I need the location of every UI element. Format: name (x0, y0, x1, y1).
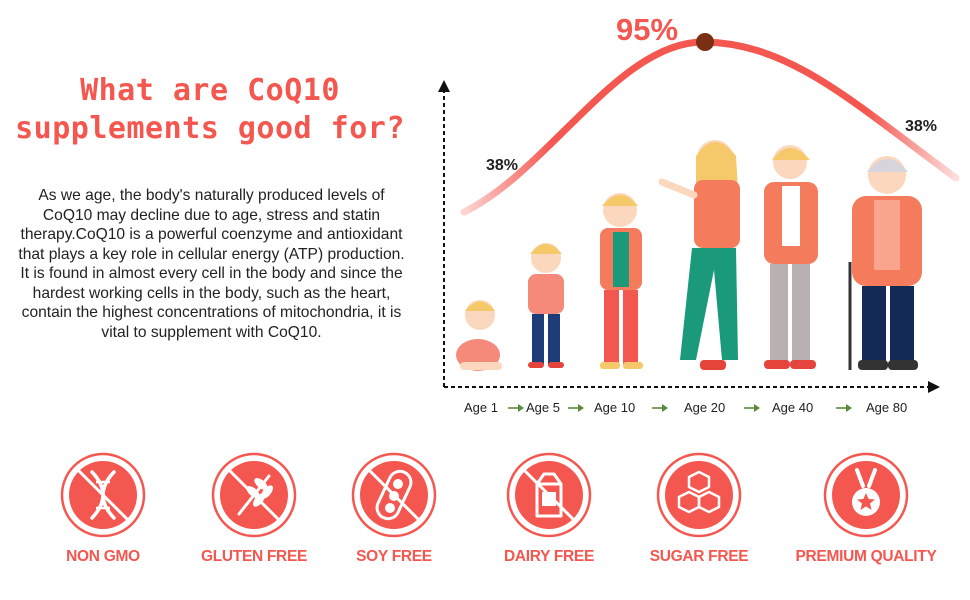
sugar-cubes-icon (656, 452, 742, 538)
badge-label: NON GMO (66, 548, 140, 565)
wheat-icon (211, 452, 297, 538)
x-label-arrows (508, 404, 852, 412)
badge-label: SOY FREE (356, 548, 432, 565)
badge-premium-quality: PREMIUM QUALITY (786, 450, 946, 566)
dna-icon (60, 452, 146, 538)
badge-soy-free: SOY FREE (314, 450, 474, 566)
badge-label: PREMIUM QUALITY (795, 548, 937, 565)
milk-carton-icon (506, 452, 592, 538)
soybean-icon (351, 452, 437, 538)
x-label-age-10: Age 10 (594, 400, 635, 415)
medal-icon (823, 452, 909, 538)
person-age-20 (658, 140, 740, 370)
person-age-10 (600, 193, 643, 369)
person-age-80 (848, 156, 922, 370)
badge-dairy-free: DAIRY FREE (469, 450, 629, 566)
person-age-1 (456, 300, 502, 371)
badge-sugar-free: SUGAR FREE (619, 450, 779, 566)
annotation-start: 38% (486, 157, 518, 174)
badge-label: GLUTEN FREE (200, 548, 308, 565)
badge-label: DAIRY FREE (503, 548, 594, 565)
x-label-age-1: Age 1 (464, 400, 498, 415)
badge-non-gmo: NON GMO (23, 450, 183, 566)
description-text: As we age, the body's naturally produced… (18, 187, 405, 341)
x-label-age-20: Age 20 (684, 400, 725, 415)
x-label-age-40: Age 40 (772, 400, 813, 415)
age-chart: 38% 95% 38% (438, 12, 960, 415)
person-age-5 (528, 243, 564, 368)
title-line-1: What are CoQ10 (80, 73, 340, 108)
x-label-age-80: Age 80 (866, 400, 907, 415)
person-age-40 (764, 145, 818, 369)
badge-label: SUGAR FREE (649, 548, 749, 565)
feature-badges: NON GMO GLUTEN FREE SOY FREE (0, 450, 970, 590)
page-title: What are CoQ10 supplements good for? (10, 72, 410, 148)
peak-marker (696, 33, 714, 51)
x-label-age-5: Age 5 (526, 400, 560, 415)
badge-gluten-free: GLUTEN FREE (174, 450, 334, 566)
annotation-end: 38% (905, 118, 937, 135)
annotation-peak: 95% (616, 12, 678, 47)
title-line-2: supplements good for? (15, 111, 405, 146)
